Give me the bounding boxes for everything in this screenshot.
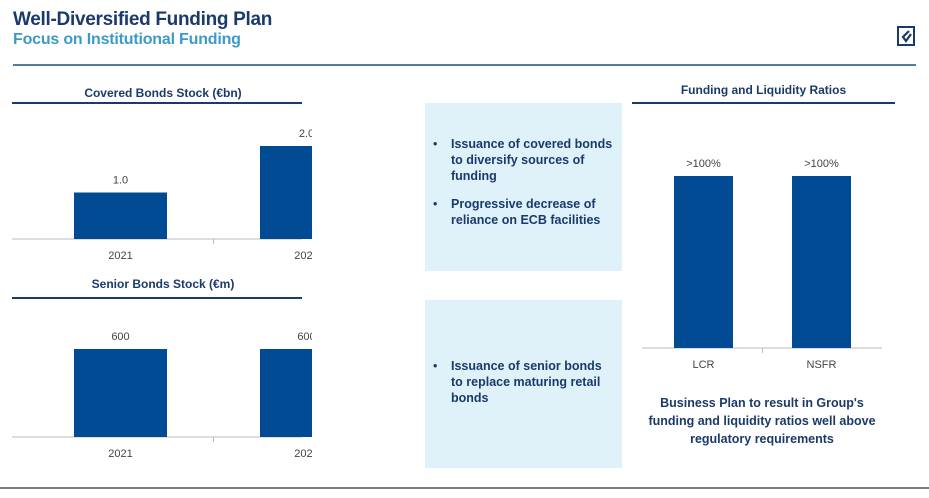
category-label: 2023 xyxy=(294,448,312,460)
category-label: 2021 xyxy=(108,448,132,460)
data-label: >100% xyxy=(686,158,721,170)
bar xyxy=(260,349,312,437)
info-box-covered: Issuance of covered bonds to diversify s… xyxy=(425,103,622,271)
page-subtitle: Focus on Institutional Funding xyxy=(13,31,241,48)
header-divider xyxy=(13,64,916,66)
data-label: 600 xyxy=(111,331,129,343)
chart-title: Senior Bonds Stock (€m) xyxy=(91,277,235,291)
category-label: 2023 xyxy=(294,250,312,262)
covered-bonds-chart: 1.0 2021 2.0 2023 xyxy=(12,128,312,262)
chart-title: Funding and Liquidity Ratios xyxy=(680,83,847,97)
chart-title-underline xyxy=(12,102,302,104)
chart-title-underline xyxy=(12,297,302,299)
footer-divider xyxy=(0,487,929,489)
bullet-item: Issuance of covered bonds to diversify s… xyxy=(433,136,614,184)
bank-logo-icon xyxy=(897,26,915,46)
bullet-item: Progressive decrease of reliance on ECB … xyxy=(433,196,614,228)
category-label: NSFR xyxy=(807,359,837,371)
data-label: 1.0 xyxy=(113,175,128,187)
data-label: 600 xyxy=(297,331,312,343)
bullet-item: Issuance of senior bonds to replace matu… xyxy=(433,358,614,406)
info-box-senior: Issuance of senior bonds to replace matu… xyxy=(425,300,622,468)
bar xyxy=(792,176,851,348)
bar xyxy=(74,349,167,437)
ratios-note: Business Plan to result in Group's fundi… xyxy=(648,396,876,446)
ratios-chart: >100% LCR >100% NSFR xyxy=(642,158,882,371)
chart-title: Covered Bonds Stock (€bn) xyxy=(84,86,242,100)
category-label: LCR xyxy=(692,359,714,371)
category-label: 2021 xyxy=(108,250,132,262)
page-title: Well-Diversified Funding Plan xyxy=(13,9,273,30)
senior-bonds-chart: 600 2021 600 2023 xyxy=(12,331,312,460)
data-label: >100% xyxy=(804,158,839,170)
bar xyxy=(260,146,312,239)
chart-title-underline xyxy=(632,102,895,104)
bar xyxy=(674,176,733,348)
data-label: 2.0 xyxy=(299,128,312,140)
bar xyxy=(74,192,167,239)
